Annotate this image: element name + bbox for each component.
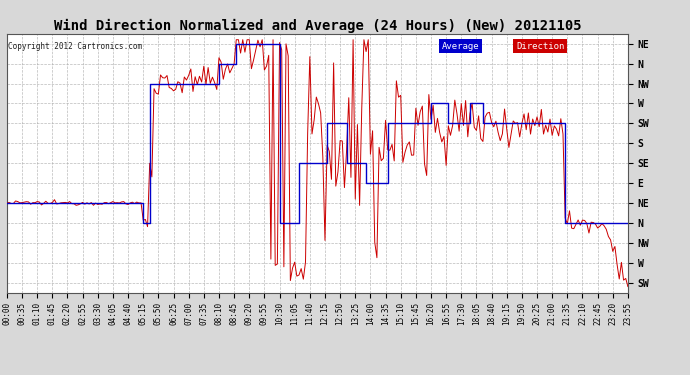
Title: Wind Direction Normalized and Average (24 Hours) (New) 20121105: Wind Direction Normalized and Average (2… (54, 18, 581, 33)
Text: Average: Average (442, 42, 480, 51)
Text: Copyright 2012 Cartronics.com: Copyright 2012 Cartronics.com (8, 42, 141, 51)
Text: Direction: Direction (516, 42, 564, 51)
